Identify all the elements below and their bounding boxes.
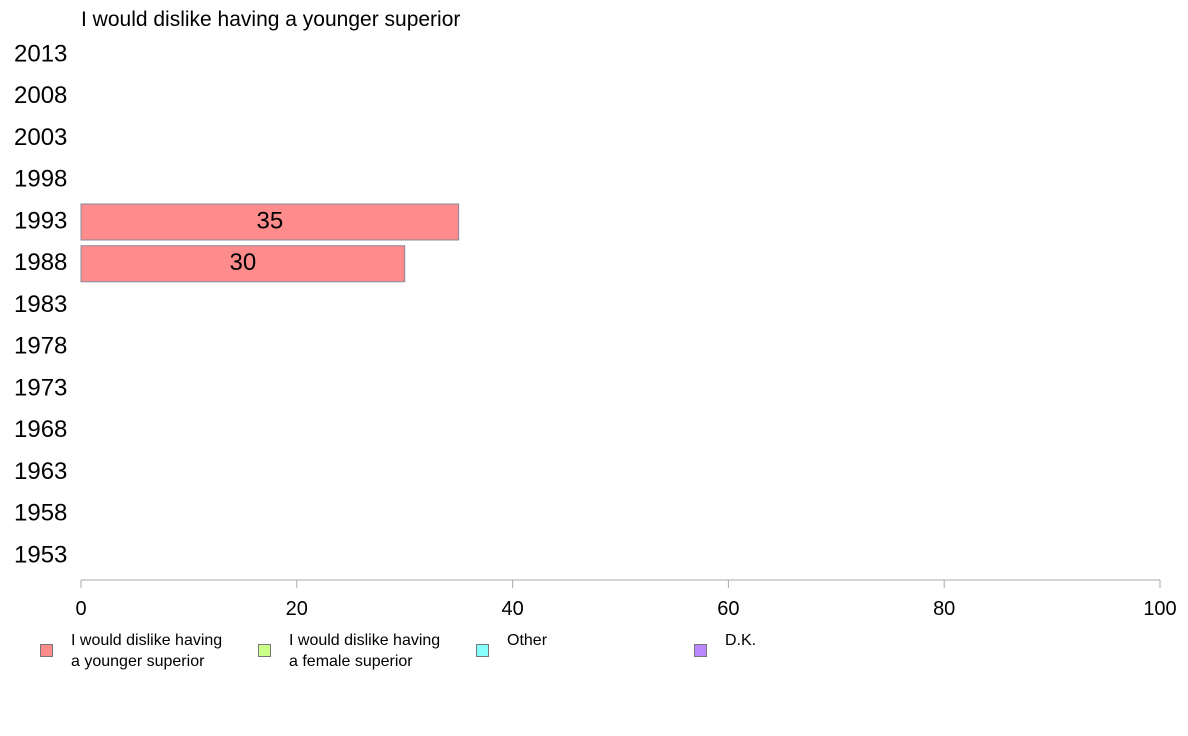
legend-item-dk: D.K. [694,630,756,657]
bar-data-label: 30 [229,249,256,276]
y-axis-labels: 2013 2008 2003 1998 1993 1988 1983 1978 1973 1968… [14,40,67,568]
legend-label-female-superior: I would dislike having a female superior [289,632,441,670]
y-tick-label: 1983 [14,291,67,318]
legend-item-other: Other [476,630,547,657]
legend-label-other: Other [507,632,548,649]
legend-swatch-younger-superior [40,644,53,657]
legend: I would dislike having a younger superio… [0,630,1188,680]
y-tick-label: 1958 [14,500,67,527]
x-tick-label: 80 [933,598,955,620]
y-tick-label: 1968 [14,416,67,443]
legend-swatch-other [476,644,489,657]
legend-item-female-superior: I would dislike having a female superior [258,630,440,672]
y-tick-label: 1963 [14,458,67,485]
y-tick-label: 1953 [14,541,67,568]
y-tick-label: 2003 [14,124,67,151]
legend-label-younger-superior: I would dislike having a younger superio… [71,632,223,670]
y-tick-label: 1998 [14,166,67,193]
x-tick-label: 60 [717,598,739,620]
y-tick-label: 2013 [14,40,67,67]
x-tick-label: 100 [1143,598,1176,620]
bar-data-label: 35 [256,207,283,234]
bar [80,245,406,283]
x-tick-label: 20 [286,598,308,620]
legend-label-dk: D.K. [725,632,757,649]
y-tick-label: 1978 [14,333,67,360]
legend-swatch-dk [694,644,707,657]
chart-title: I would dislike having a younger superio… [81,8,460,31]
x-axis: 0 20 40 60 80 100 [75,579,1177,620]
y-tick-label: 1988 [14,249,67,276]
x-tick-label: 40 [501,598,523,620]
y-tick-label: 2008 [14,82,67,109]
legend-swatch-female-superior [258,644,271,657]
legend-item-younger-superior: I would dislike having a younger superio… [40,630,222,672]
y-tick-label: 1973 [14,374,67,401]
bar [80,203,460,241]
y-tick-label: 1993 [14,207,67,234]
x-tick-label: 0 [75,598,86,620]
